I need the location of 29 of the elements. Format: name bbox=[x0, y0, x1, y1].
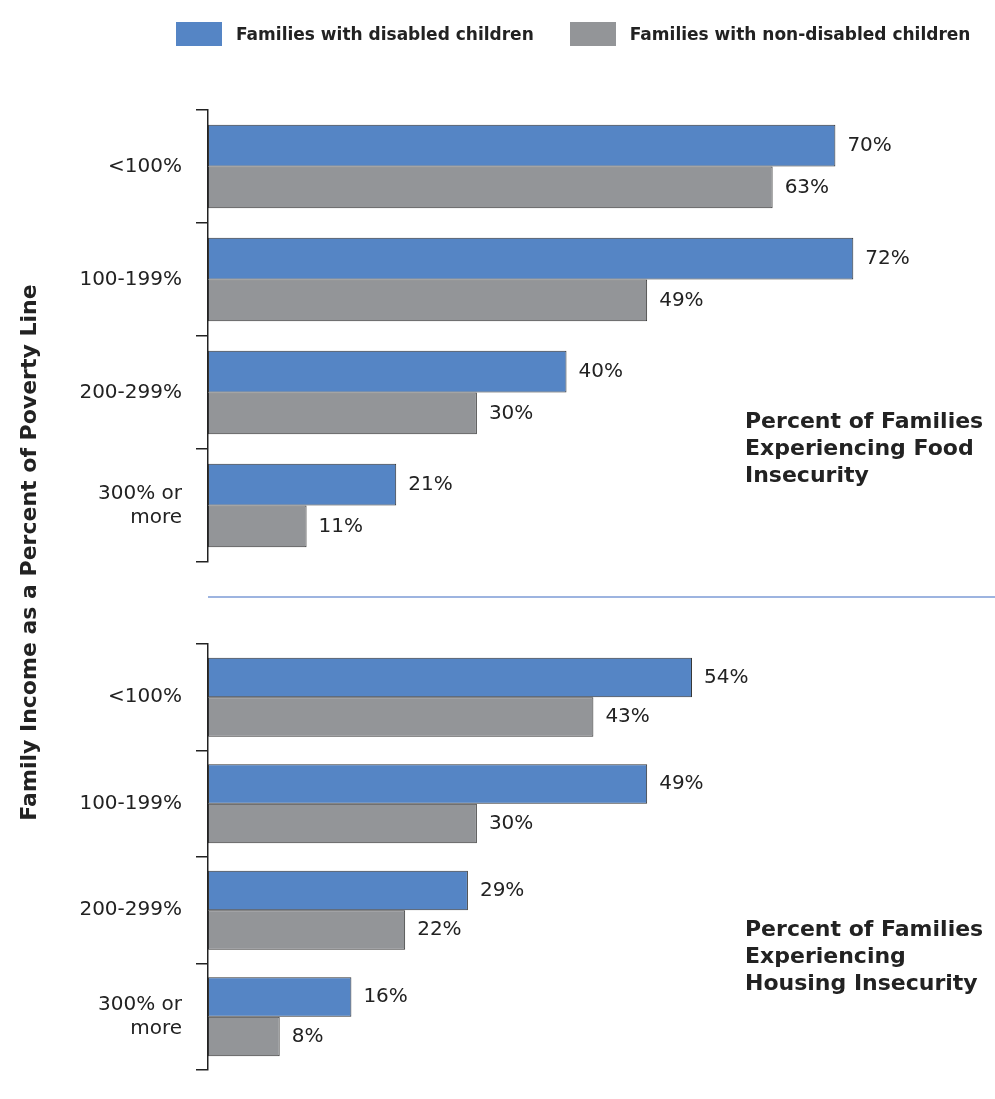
text: Percent of Families Experiencing Housing Insecurity bbox=[745, 915, 984, 995]
y-axis-title: Family Income as a Percent of Poverty Line bbox=[15, 283, 41, 821]
y-tick-label: <100% bbox=[108, 152, 182, 177]
data-label: 8% bbox=[291, 1022, 324, 1047]
data-label: 43% bbox=[605, 703, 650, 728]
y-tick-label: 300% or more bbox=[98, 479, 183, 528]
data-label: 49% bbox=[659, 286, 704, 311]
y-tick-label: 100-199% bbox=[79, 789, 182, 814]
data-label: 21% bbox=[408, 470, 453, 495]
data-label: 16% bbox=[363, 983, 408, 1008]
text: Percent of Families Experiencing Food Insecurity bbox=[745, 407, 984, 487]
y-tick-label: 100-199% bbox=[79, 265, 182, 290]
y-tick-label: <100% bbox=[108, 683, 182, 708]
data-label: 30% bbox=[488, 809, 534, 834]
data-label: 11% bbox=[318, 512, 364, 537]
data-label: 72% bbox=[865, 244, 910, 269]
y-tick-label: 300% or more bbox=[98, 990, 183, 1039]
y-tick-label: 200-299% bbox=[79, 378, 182, 403]
data-label: 29% bbox=[479, 876, 525, 901]
legend-label: Families with disabled children bbox=[236, 23, 534, 46]
y-tick-label: 200-299% bbox=[79, 896, 182, 921]
data-label: 49% bbox=[659, 770, 704, 795]
data-label: 54% bbox=[703, 663, 749, 688]
data-label: 30% bbox=[488, 399, 534, 424]
data-label: 63% bbox=[784, 173, 830, 198]
legend-label: Families with non-disabled children bbox=[629, 23, 971, 46]
data-label: 40% bbox=[578, 357, 623, 382]
data-label: 70% bbox=[847, 131, 892, 156]
data-label: 22% bbox=[417, 916, 462, 941]
